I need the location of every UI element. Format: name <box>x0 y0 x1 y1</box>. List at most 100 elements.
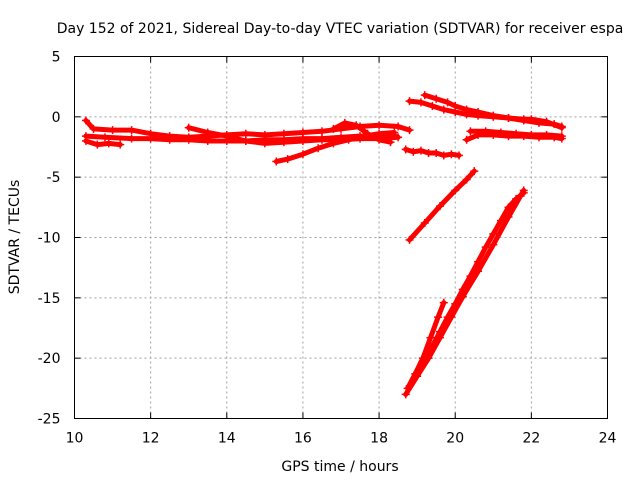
data-point <box>466 272 475 281</box>
data-point <box>481 127 490 136</box>
data-point <box>314 144 323 153</box>
data-point <box>89 124 98 133</box>
data-point <box>451 186 460 195</box>
data-point <box>375 135 384 144</box>
data-point <box>474 108 483 117</box>
x-tick-label: 12 <box>142 431 160 447</box>
data-point <box>462 135 471 144</box>
axis-ticks: 10 12 14 16 18 20 22 24 5 0 -5 -10 -15 -20 -25 <box>38 50 617 447</box>
data-point <box>241 129 250 138</box>
data-point <box>340 118 349 127</box>
data-point <box>504 114 513 123</box>
data-point <box>146 134 155 143</box>
data-point <box>260 139 269 148</box>
data-point <box>420 219 429 228</box>
x-tick-label: 20 <box>446 431 464 447</box>
y-tick-label: -15 <box>38 291 61 307</box>
data-point <box>439 151 448 160</box>
data-point <box>394 122 403 131</box>
series-track-14 <box>407 190 527 389</box>
y-axis-label: SDTVAR / TECUs <box>7 180 23 295</box>
x-tick-label: 14 <box>218 431 236 447</box>
x-tick-label: 16 <box>294 431 312 447</box>
y-tick-label: -20 <box>38 351 61 367</box>
data-point <box>279 138 288 147</box>
data-point <box>418 354 427 363</box>
x-tick-label: 24 <box>599 431 617 447</box>
data-point <box>127 126 136 135</box>
data-point <box>416 146 425 155</box>
data-point <box>542 130 551 139</box>
data-point <box>401 390 410 399</box>
data-point <box>435 327 444 336</box>
data-point <box>405 235 414 244</box>
data-point <box>81 132 90 141</box>
data-point <box>489 240 498 249</box>
data-point <box>519 116 528 125</box>
data-point <box>557 122 566 131</box>
data-point <box>241 136 250 145</box>
data-point <box>512 129 521 138</box>
data-point <box>432 149 441 158</box>
data-point <box>401 145 410 154</box>
y-tick-label: 5 <box>52 50 61 66</box>
data-point <box>298 150 307 159</box>
data-point <box>462 105 471 114</box>
data-point <box>184 135 193 144</box>
data-point <box>203 136 212 145</box>
data-point <box>550 120 559 129</box>
data-point <box>390 128 399 137</box>
y-tick-label: -10 <box>38 231 61 247</box>
data-point <box>93 140 102 149</box>
data-point <box>329 124 338 133</box>
data-point <box>439 105 448 114</box>
data-point <box>222 132 231 141</box>
data-point <box>352 121 361 130</box>
data-point <box>394 133 403 142</box>
data-point <box>455 151 464 160</box>
data-point <box>439 298 448 307</box>
data-point <box>405 97 414 106</box>
x-tick-label: 18 <box>370 431 388 447</box>
data-point <box>458 285 467 294</box>
data-point <box>489 111 498 120</box>
data-point <box>496 128 505 137</box>
data-point <box>409 147 418 156</box>
data-point <box>512 194 521 203</box>
data-point <box>462 175 471 184</box>
data-point <box>298 136 307 145</box>
data-point <box>504 203 513 212</box>
data-point <box>203 128 212 137</box>
data-point <box>451 101 460 110</box>
data-point <box>474 257 483 266</box>
data-point <box>489 229 498 238</box>
data-point <box>504 212 513 221</box>
data-point <box>426 333 435 342</box>
y-tick-label: -25 <box>38 412 61 428</box>
y-tick-label: -5 <box>47 170 61 186</box>
data-point <box>428 101 437 110</box>
data-point <box>443 313 452 322</box>
data-point <box>496 216 505 225</box>
data-point <box>432 94 441 103</box>
data-point <box>283 155 292 164</box>
x-axis-label: GPS time / hours <box>281 459 398 475</box>
data-point <box>317 135 326 144</box>
data-point <box>447 150 456 159</box>
data-point <box>403 384 412 393</box>
data-point <box>405 126 414 135</box>
y-tick-label: 0 <box>52 110 61 126</box>
data-point <box>527 130 536 139</box>
data-point <box>184 123 193 132</box>
series-track-15 <box>405 300 447 391</box>
data-point <box>100 133 109 142</box>
data-point <box>363 129 372 138</box>
data-point <box>443 98 452 107</box>
data-point <box>104 139 113 148</box>
data-point <box>329 139 338 148</box>
data-point <box>81 116 90 125</box>
x-tick-label: 10 <box>66 431 84 447</box>
data-point <box>557 132 566 141</box>
data-point <box>435 202 444 211</box>
